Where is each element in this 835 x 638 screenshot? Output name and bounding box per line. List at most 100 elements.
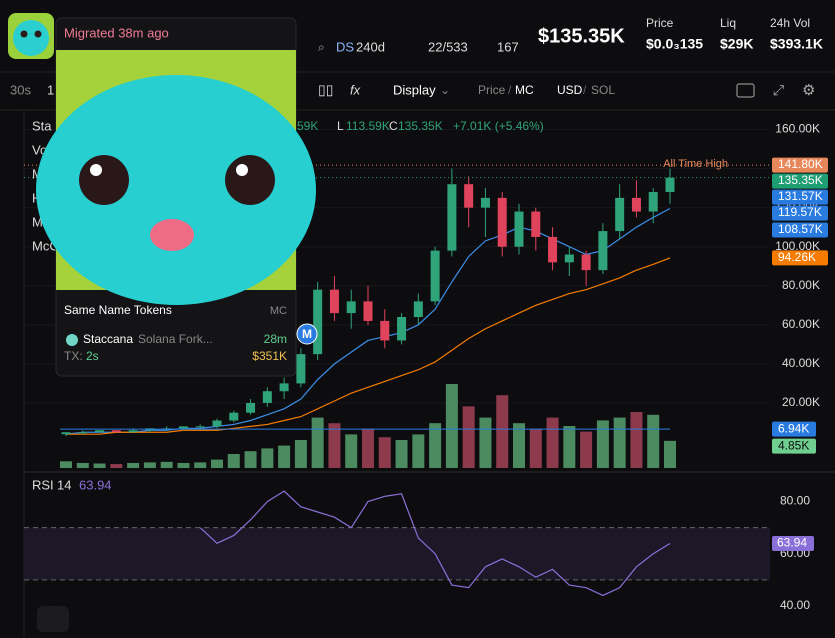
- candle-body: [514, 211, 524, 247]
- chart: $0.0₃135 $29K $393.1K 20.00K 40.00K 60.00K 80.…: [24, 36, 828, 612]
- candle-body: [480, 197, 490, 208]
- y-tick-label: 20.00K: [782, 395, 820, 409]
- volume-bar: [613, 417, 626, 468]
- ds-label[interactable]: DS: [336, 39, 354, 54]
- mc-toggle[interactable]: MC: [515, 83, 534, 97]
- migration-marker[interactable]: [296, 323, 318, 345]
- eye-light: [236, 164, 248, 176]
- price-badge-label: 108.57K: [778, 222, 823, 236]
- fx-icon[interactable]: fx: [350, 82, 361, 97]
- volume-bar: [227, 454, 240, 468]
- token-name[interactable]: Staccana: [83, 332, 133, 346]
- interval[interactable]: 30s: [10, 82, 31, 97]
- sol-toggle[interactable]: SOL: [591, 83, 615, 97]
- volume-bar: [513, 423, 525, 468]
- candle-body: [212, 420, 222, 427]
- candle-body: [413, 301, 423, 318]
- ohlc-legend: C: [389, 119, 398, 133]
- candle-body: [531, 211, 541, 237]
- tongue: [150, 219, 194, 251]
- eye: [79, 155, 129, 205]
- slash: /: [583, 83, 587, 97]
- candle-body: [61, 432, 71, 435]
- tx: 2s: [86, 349, 99, 363]
- market-cap: $135.35K: [538, 25, 625, 47]
- camera-icon[interactable]: [736, 83, 755, 98]
- price-badge: [772, 173, 828, 189]
- token-avatar: [66, 334, 78, 346]
- candle-body: [581, 254, 591, 271]
- volume-bar: [177, 462, 190, 468]
- volume-bar: [445, 384, 458, 468]
- volume-bar: [93, 463, 106, 468]
- eye: [225, 155, 275, 205]
- candle-body: [279, 383, 289, 392]
- candle-body: [95, 430, 105, 433]
- token-icon-face: [13, 20, 49, 56]
- display-button[interactable]: Display: [393, 82, 436, 97]
- y-tick-label: 80.00: [780, 494, 810, 508]
- stat-value: $393.1K: [770, 36, 823, 52]
- volume-bar: [546, 417, 559, 468]
- volume-bar: [143, 462, 156, 468]
- volume-bar: [596, 420, 609, 468]
- views: 167: [497, 39, 519, 54]
- fullscreen-icon[interactable]: ⤢: [773, 82, 784, 98]
- candle-body: [430, 250, 440, 302]
- y-tick-label: 40.00K: [782, 356, 820, 370]
- price-toggle[interactable]: Price: [478, 83, 506, 97]
- candle-body: [329, 289, 339, 314]
- token-age: 28m: [264, 332, 287, 346]
- volume-bar: [362, 428, 374, 468]
- token-desc: Solana Fork...: [138, 332, 213, 346]
- candle-body: [464, 184, 474, 208]
- candle-body: [229, 412, 239, 421]
- candle-body: [447, 184, 457, 251]
- candle-icon[interactable]: ▯▯: [318, 82, 333, 98]
- eye: [34, 30, 42, 38]
- candle-body: [195, 426, 205, 428]
- usd-toggle[interactable]: USD: [557, 83, 583, 97]
- candle-body: [397, 317, 407, 341]
- candle-body: [246, 402, 256, 413]
- price-badge-label: 131.57K: [778, 189, 823, 203]
- volume-bar: [110, 464, 123, 468]
- ohlc-legend: 113.59K: [346, 119, 390, 133]
- volume-bar: [462, 406, 475, 468]
- candle-body: [262, 391, 272, 403]
- volume-bar: [647, 414, 660, 468]
- eye: [20, 30, 28, 38]
- candle-body: [648, 192, 658, 212]
- search-icon[interactable]: ⌕: [318, 40, 325, 54]
- price-badge-label: 94.26K: [778, 250, 816, 264]
- volume-badge: [772, 421, 816, 437]
- y-tick-label: 160.00K: [775, 122, 820, 136]
- candle-body: [313, 289, 323, 355]
- popup-column: MC: [270, 305, 287, 317]
- volume-badge-label: 6.94K: [778, 421, 809, 435]
- popup: Migrated 38m ago Same Name Tokens MC Sta…: [36, 17, 316, 377]
- interval[interactable]: 1: [47, 82, 54, 97]
- rsi-badge: [772, 535, 814, 551]
- ds-age: 240d: [356, 39, 385, 54]
- settings-icon[interactable]: ⚙: [802, 82, 815, 99]
- volume-bar: [278, 445, 291, 468]
- candle-body: [78, 432, 88, 434]
- volume-bar: [194, 462, 207, 468]
- candle-body: [178, 426, 188, 429]
- candle-body: [564, 254, 574, 263]
- popup-title: Same Name Tokens: [64, 303, 172, 317]
- volume-bar: [630, 412, 643, 468]
- volume-bar: [429, 423, 442, 468]
- volume-bar: [563, 426, 576, 468]
- y-tick-label: 40.00: [780, 598, 810, 612]
- price-badge-label: 119.57K: [778, 205, 822, 219]
- rsi-period: 14: [57, 477, 71, 492]
- token-image-face: [36, 75, 316, 305]
- ath-label: All Time High: [663, 158, 728, 170]
- candle-body: [548, 236, 558, 263]
- chevron: ⌄: [440, 83, 450, 97]
- holders: 22/533: [428, 39, 468, 54]
